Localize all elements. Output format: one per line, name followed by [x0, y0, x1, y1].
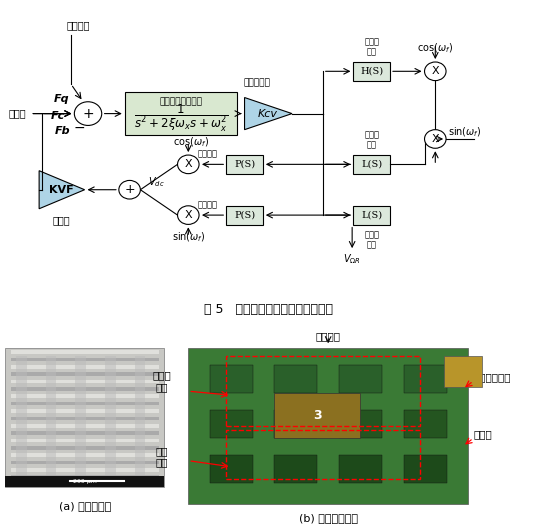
Text: 力矩器: 力矩器	[52, 215, 70, 225]
Text: 自动增益控制: 自动增益控制	[473, 372, 511, 382]
Text: 锁相环: 锁相环	[473, 429, 492, 439]
FancyBboxPatch shape	[75, 356, 86, 475]
FancyBboxPatch shape	[274, 365, 317, 393]
Text: −: −	[73, 121, 85, 135]
Circle shape	[119, 180, 140, 199]
Polygon shape	[39, 171, 84, 209]
FancyBboxPatch shape	[11, 439, 159, 442]
Circle shape	[178, 206, 199, 224]
Text: L(S): L(S)	[361, 211, 383, 220]
FancyBboxPatch shape	[11, 468, 159, 472]
Text: 比例积分: 比例积分	[198, 149, 218, 158]
FancyBboxPatch shape	[11, 453, 159, 457]
Text: 正交位移: 正交位移	[67, 20, 90, 30]
FancyBboxPatch shape	[444, 356, 482, 387]
FancyBboxPatch shape	[11, 373, 159, 376]
FancyBboxPatch shape	[125, 92, 237, 135]
Text: $V_{\Omega R}$: $V_{\Omega R}$	[343, 253, 361, 266]
Text: 高通滤
波器: 高通滤 波器	[364, 37, 379, 57]
FancyBboxPatch shape	[11, 395, 159, 398]
Text: 200 μm: 200 μm	[73, 479, 97, 484]
FancyBboxPatch shape	[5, 476, 164, 487]
FancyBboxPatch shape	[210, 454, 253, 483]
FancyBboxPatch shape	[274, 410, 317, 438]
FancyBboxPatch shape	[11, 402, 159, 406]
FancyBboxPatch shape	[353, 155, 390, 174]
FancyBboxPatch shape	[11, 431, 159, 435]
Text: P(S): P(S)	[234, 211, 255, 220]
Text: 陀螺检测模态函数: 陀螺检测模态函数	[159, 97, 202, 106]
FancyBboxPatch shape	[210, 410, 253, 438]
Text: $\sin(\omega_f)$: $\sin(\omega_f)$	[172, 230, 205, 244]
Text: $\dfrac{1}{s^2+2\xi\omega_x s+\omega_x^2}$: $\dfrac{1}{s^2+2\xi\omega_x s+\omega_x^2…	[134, 103, 228, 134]
FancyBboxPatch shape	[210, 365, 253, 393]
FancyBboxPatch shape	[339, 365, 382, 393]
FancyBboxPatch shape	[11, 358, 159, 362]
FancyBboxPatch shape	[339, 410, 382, 438]
Text: Kcv: Kcv	[258, 108, 278, 118]
Text: L(S): L(S)	[361, 160, 383, 169]
Circle shape	[424, 129, 446, 148]
FancyBboxPatch shape	[226, 155, 263, 174]
FancyBboxPatch shape	[11, 475, 159, 479]
Text: 力反馈
环路: 力反馈 环路	[152, 370, 171, 392]
Text: 比例积分: 比例积分	[198, 200, 218, 209]
Text: X: X	[185, 159, 192, 169]
FancyBboxPatch shape	[353, 62, 390, 81]
FancyBboxPatch shape	[404, 365, 447, 393]
Text: $\cos(\omega_f)$: $\cos(\omega_f)$	[417, 41, 454, 55]
FancyBboxPatch shape	[274, 393, 360, 438]
FancyBboxPatch shape	[11, 380, 159, 384]
Circle shape	[178, 155, 199, 173]
Text: P(S): P(S)	[234, 160, 255, 169]
Text: H(S): H(S)	[360, 67, 383, 76]
FancyBboxPatch shape	[339, 454, 382, 483]
FancyBboxPatch shape	[16, 356, 27, 475]
Polygon shape	[245, 97, 292, 129]
Text: $\cos(\omega_f)$: $\cos(\omega_f)$	[173, 135, 209, 149]
Text: 解调
电路: 解调 电路	[155, 446, 168, 467]
FancyBboxPatch shape	[188, 348, 468, 504]
Text: 电荷放大器: 电荷放大器	[243, 79, 270, 88]
Text: 3: 3	[313, 409, 322, 422]
Text: 角速率: 角速率	[8, 108, 26, 118]
FancyBboxPatch shape	[5, 348, 164, 487]
Text: KVF: KVF	[49, 185, 74, 195]
Text: +: +	[124, 183, 135, 196]
Text: Fq: Fq	[53, 94, 69, 104]
FancyBboxPatch shape	[226, 205, 263, 225]
Text: 图 5   检测回路与正交抑制回路控制: 图 5 检测回路与正交抑制回路控制	[204, 303, 334, 315]
FancyBboxPatch shape	[11, 424, 159, 428]
Text: 低通滤
波器: 低通滤 波器	[364, 130, 379, 149]
FancyBboxPatch shape	[11, 365, 159, 369]
FancyBboxPatch shape	[46, 356, 56, 475]
Text: $\sin(\omega_f)$: $\sin(\omega_f)$	[448, 126, 482, 139]
FancyBboxPatch shape	[11, 409, 159, 413]
FancyBboxPatch shape	[274, 454, 317, 483]
FancyBboxPatch shape	[404, 454, 447, 483]
Text: X: X	[431, 67, 439, 77]
FancyBboxPatch shape	[11, 446, 159, 450]
FancyBboxPatch shape	[11, 417, 159, 420]
FancyBboxPatch shape	[11, 461, 159, 464]
Text: (b) 陀螺控制电路: (b) 陀螺控制电路	[299, 513, 358, 523]
Circle shape	[424, 62, 446, 81]
Text: X: X	[185, 210, 192, 220]
Text: 陀螺表芯: 陀螺表芯	[316, 331, 341, 341]
FancyBboxPatch shape	[353, 205, 390, 225]
FancyBboxPatch shape	[134, 356, 145, 475]
FancyBboxPatch shape	[11, 387, 159, 391]
FancyBboxPatch shape	[105, 356, 116, 475]
Circle shape	[74, 102, 102, 125]
Text: X: X	[431, 134, 439, 144]
Text: +: +	[82, 106, 94, 121]
Text: (a) 表芯微结构: (a) 表芯微结构	[59, 500, 111, 510]
FancyBboxPatch shape	[404, 410, 447, 438]
FancyBboxPatch shape	[11, 350, 159, 354]
Text: $V_{dc}$: $V_{dc}$	[148, 175, 165, 189]
Text: 低通滤
波器: 低通滤 波器	[364, 230, 379, 249]
Text: Fb: Fb	[54, 126, 70, 136]
Text: Fc: Fc	[51, 111, 65, 121]
